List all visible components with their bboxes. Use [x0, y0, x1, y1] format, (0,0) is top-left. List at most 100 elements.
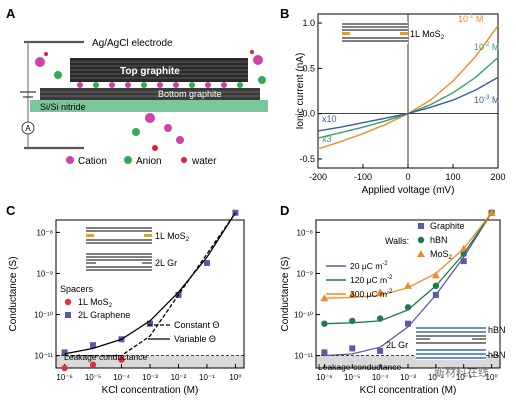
- legend-variable-label: Variable Θ: [174, 334, 216, 344]
- point-2-4: [431, 271, 440, 279]
- panel-b: B -200 -100 0 100 200 -0.5 0.0 0.5 1.0 Applied vo…: [280, 6, 506, 196]
- legend-graphene-marker: [65, 312, 71, 318]
- top-graphite-stack: [70, 58, 248, 82]
- inset-b: [342, 22, 408, 44]
- point-0-5: [460, 258, 467, 265]
- panel-label-a: A: [6, 6, 16, 21]
- inset-c-2l-label: 2L Gr: [155, 258, 177, 268]
- xtick-label: 10⁻⁴: [372, 373, 389, 382]
- panel-d: D 10⁻⁶ 10⁻⁵ 10⁻⁴ 10⁻³ 10⁻² 10⁻¹ 10⁰ 10⁻¹¹ 10⁻¹⁰ 1…: [280, 203, 506, 396]
- inset-c-mos2: [86, 226, 152, 246]
- series-line-3: [64, 212, 236, 355]
- inset-d-gr-label: 2L Gr: [386, 340, 408, 350]
- ammeter-icon: [21, 121, 35, 135]
- walls-title: Walls:: [385, 236, 409, 246]
- series-line-4: [324, 212, 493, 325]
- xtick-label: 10⁻⁴: [113, 373, 130, 382]
- chart-b-ylabel: Ionic current (nA): [295, 53, 306, 130]
- chart-b-ytick-label: 0.0: [302, 109, 315, 119]
- substrate: [30, 100, 268, 112]
- legend-120-label: 120 μC m-2: [350, 275, 393, 285]
- point-1-1: [90, 342, 97, 349]
- legend-graphene-label: 2L Graphene: [78, 310, 130, 320]
- point-2-2: [376, 288, 385, 296]
- scale-x3-label: x3: [322, 134, 332, 144]
- chart-b: -200 -100 0 100 200 -0.5 0.0 0.5 1.0 Applied volt…: [295, 13, 506, 196]
- series-line-2: [64, 212, 236, 357]
- ytick-label: 10⁻⁸: [297, 228, 314, 237]
- ytick-label: 10⁻¹⁰: [294, 311, 313, 320]
- chart-b-xtick-label: 200: [490, 172, 505, 182]
- chart-b-ytick-label: -0.5: [299, 154, 315, 164]
- xtick-label: 10⁻³: [400, 373, 416, 382]
- ylabel: Conductance (S): [8, 256, 19, 331]
- water-legend-label: water: [191, 156, 217, 167]
- inset-d-hbn: [416, 326, 486, 360]
- top-graphite-label: Top graphite: [120, 66, 180, 77]
- point-1-0: [61, 349, 68, 356]
- series-line-5: [324, 212, 493, 299]
- chart-b-xtick-label: -100: [354, 172, 372, 182]
- xtick-label: 10⁻⁶: [316, 373, 332, 382]
- point-1-0: [321, 320, 328, 327]
- series-line-3: [324, 212, 493, 357]
- curve-label-1e-3: 10-3 M: [474, 95, 499, 105]
- inset-d-hbn-top: hBN: [488, 325, 506, 335]
- leakage-band: [56, 355, 244, 368]
- chart-b-ytick-label: 1.0: [302, 18, 315, 28]
- point-0-2: [377, 347, 384, 354]
- chart-b-xtick-label: -200: [309, 172, 327, 182]
- ylabel: Conductance (S): [280, 256, 291, 331]
- inset-b-label: 1L MoS2: [410, 29, 445, 41]
- substrate-label: Si/Si nitride: [40, 102, 86, 112]
- bulk-ions: [35, 50, 266, 151]
- point-1-3: [147, 320, 153, 327]
- point-0-0: [61, 364, 68, 372]
- panel-label-c: C: [6, 203, 16, 218]
- panel-label-b: B: [280, 6, 289, 21]
- chart-b-xtick-label: 100: [445, 172, 460, 182]
- watermark: 新材料在线: [434, 365, 489, 379]
- legend-graphite-marker: [418, 223, 424, 229]
- legend-mos2-d-label: MoS2: [430, 249, 453, 261]
- xtick-label: 10⁻²: [171, 373, 187, 382]
- chart-b-xtick-label: 0: [405, 172, 410, 182]
- bottom-graphite-stack: [40, 88, 260, 100]
- xtick-label: 10⁻¹: [199, 373, 215, 382]
- point-1-5: [203, 259, 210, 266]
- point-0-2: [118, 356, 125, 363]
- inset-c-graphene: [86, 252, 152, 274]
- legend-constant-label: Constant Θ: [174, 320, 220, 330]
- scale-x10-label: x10: [322, 114, 337, 124]
- ytick-label: 10⁻⁹: [36, 269, 53, 278]
- ytick-label: 10⁻¹¹: [295, 352, 314, 361]
- curve-label-1e-2: 10-2 M: [474, 42, 499, 52]
- legend-hbn-label: hBN: [430, 235, 448, 245]
- leakage-label-d: Leakage conductance: [318, 362, 401, 372]
- anion-legend-label: Anion: [136, 156, 162, 167]
- point-2-1: [348, 290, 357, 298]
- xtick-label: 10⁻⁶: [56, 373, 72, 382]
- cation-legend-label: Cation: [78, 156, 107, 167]
- xtick-label: 10⁻³: [142, 373, 158, 382]
- curve-label-1e-1: 10-1 M: [458, 14, 483, 24]
- ytick-label: 10⁻⁸: [37, 228, 54, 237]
- legend-mos2-label: 1L MoS2: [78, 297, 113, 309]
- xtick-label: 10⁰: [229, 373, 241, 382]
- point-0-1: [89, 361, 97, 368]
- xtick-label: 10⁻⁵: [85, 373, 101, 382]
- legend-graphite-label: Graphite: [430, 221, 465, 231]
- leakage-label-c: Leakage conductance: [64, 352, 147, 362]
- panel-label-d: D: [280, 203, 289, 218]
- legend-20-label: 20 μC m-2: [350, 261, 388, 271]
- inset-d-hbn-bottom: hBN: [488, 350, 506, 360]
- legend-hbn-marker: [417, 236, 425, 244]
- point-2-6: [487, 208, 496, 216]
- xtick-label: 10⁻²: [428, 373, 444, 382]
- legend-mos2-d-marker: [417, 250, 425, 257]
- ytick-label: 10⁻⁹: [296, 269, 313, 278]
- bottom-graphite-label: Bottom graphite: [158, 89, 222, 99]
- chart-b-ytick-label: 0.5: [302, 63, 315, 73]
- chart-c: 10⁻⁶ 10⁻⁵ 10⁻⁴ 10⁻³ 10⁻² 10⁻¹ 10⁰ 10⁻¹¹ 10⁻¹⁰ 10⁻…: [8, 209, 245, 396]
